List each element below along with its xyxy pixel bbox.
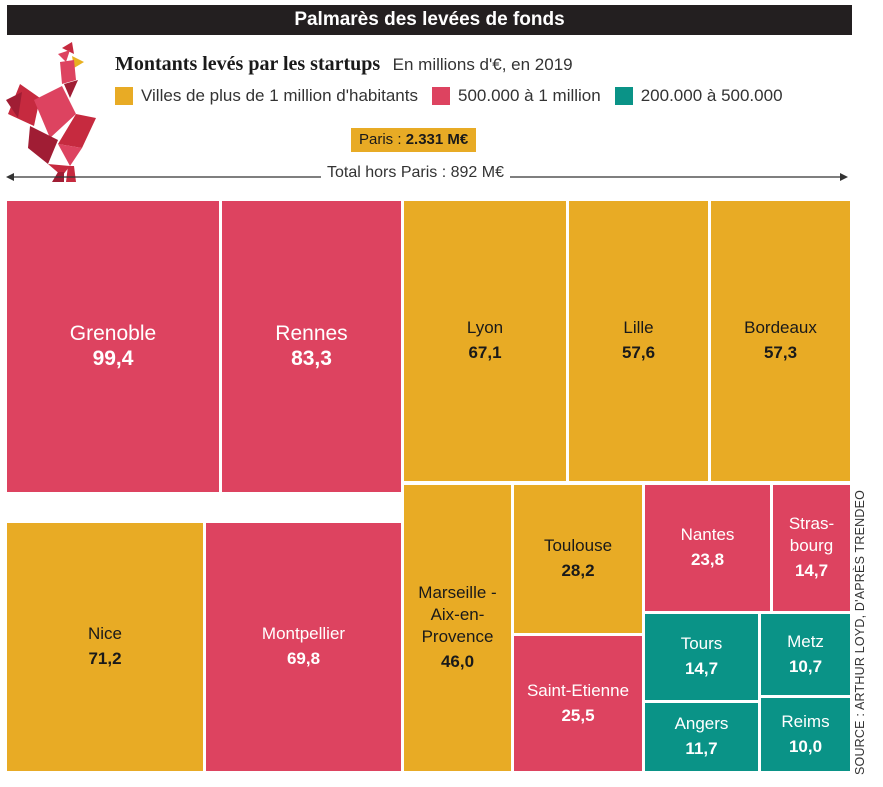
cell-value-label: 71,2 xyxy=(88,649,122,668)
cell-city-label: Montpellier xyxy=(261,624,346,643)
cell-value-label: 25,5 xyxy=(561,705,595,725)
legend-label: 500.000 à 1 million xyxy=(458,86,601,105)
legend-swatch xyxy=(432,87,450,105)
treemap-cell-rennes: Rennes 83,3 xyxy=(222,201,401,492)
treemap-cell-stras-bourg: Stras-bourg 14,7 xyxy=(773,485,850,611)
cell-value-label: 14,7 xyxy=(794,561,829,580)
treemap-cell-saint-etienne: Saint-Etienne 25,5 xyxy=(514,636,642,771)
treemap-cell-lille: Lille 57,6 xyxy=(569,201,708,481)
source-note: SOURCE : ARTHUR LOYD, D'APRÈS TRENDEO xyxy=(853,490,877,775)
legend-item-small-cities: 200.000 à 500.000 xyxy=(614,86,783,106)
cell-city-label: Bordeaux xyxy=(744,318,817,337)
treemap-cell-tours: Tours 14,7 xyxy=(645,614,758,700)
cell-city-label: Saint-Etienne xyxy=(526,680,630,700)
cell-value-label: 14,7 xyxy=(684,659,719,678)
treemap-cell-bordeaux: Bordeaux 57,3 xyxy=(711,201,850,481)
cell-value-label: 10,7 xyxy=(788,656,823,676)
cell-city-label: Metz xyxy=(787,631,824,651)
cell-city-label: Lille xyxy=(623,318,654,337)
treemap-cell-nice: Nice 71,2 xyxy=(7,523,203,771)
cell-city-label: Nice xyxy=(87,624,122,643)
legend-label: 200.000 à 500.000 xyxy=(640,86,783,105)
total-label: Total hors Paris : 892 M€ xyxy=(321,163,510,183)
treemap-cell-nantes: Nantes 23,8 xyxy=(645,485,770,611)
legend-label: Villes de plus de 1 million d'habitants xyxy=(141,86,418,105)
cell-value-label: 28,2 xyxy=(561,561,595,580)
source-text: SOURCE : ARTHUR LOYD, D'APRÈS TRENDEO xyxy=(853,489,867,775)
chart-unit: En millions d'€, en 2019 xyxy=(392,55,573,74)
cell-value-label: 83,3 xyxy=(291,346,332,370)
rooster-icon xyxy=(6,42,96,182)
cell-city-label: Stras-bourg xyxy=(788,514,835,555)
cell-value-label: 57,3 xyxy=(763,343,798,362)
treemap-cell-marseille-aix-en-provence: Marseille - Aix-en- Provence 46,0 xyxy=(404,485,511,771)
chart-title: Montants levés par les startups xyxy=(115,53,381,75)
cell-city-label: Marseille - Aix-en- Provence xyxy=(418,583,497,646)
cell-city-label: Reims xyxy=(781,711,830,731)
cell-city-label: Angers xyxy=(674,714,729,733)
legend-swatch xyxy=(115,87,133,105)
legend-swatch xyxy=(614,87,633,105)
treemap-cell-metz: Metz 10,7 xyxy=(761,614,850,695)
cell-value-label: 11,7 xyxy=(685,739,718,758)
cell-value-label: 69,8 xyxy=(286,649,321,668)
cell-city-label: Toulouse xyxy=(543,536,613,555)
treemap-cell-toulouse: Toulouse 28,2 xyxy=(514,485,642,633)
paris-amount: 2.331 M€ xyxy=(405,131,469,148)
banner-title: Palmarès des levées de fonds xyxy=(7,5,852,35)
cell-city-label: Tours xyxy=(680,634,723,653)
treemap-cell-reims: Reims 10,0 xyxy=(761,698,850,771)
cell-value-label: 57,6 xyxy=(621,343,656,362)
paris-badge: Paris : 2.331 M€ xyxy=(351,128,477,152)
cell-value-label: 46,0 xyxy=(440,652,475,671)
cell-city-label: Nantes xyxy=(680,525,735,544)
cell-city-label: Lyon xyxy=(466,318,504,337)
paris-label: Paris : xyxy=(359,131,406,148)
cell-value-label: 23,8 xyxy=(690,550,725,569)
treemap-cell-angers: Angers 11,7 xyxy=(645,703,758,771)
cell-value-label: 10,0 xyxy=(788,736,823,756)
treemap-cell-lyon: Lyon 67,1 xyxy=(404,201,566,481)
cell-city-label: Grenoble xyxy=(69,321,157,345)
legend-item-large-cities: Villes de plus de 1 million d'habitants xyxy=(115,86,418,106)
cell-value-label: 99,4 xyxy=(92,346,134,370)
cell-value-label: 67,1 xyxy=(468,343,502,362)
treemap-cell-grenoble: Grenoble 99,4 xyxy=(7,201,219,492)
legend: Villes de plus de 1 million d'habitants … xyxy=(115,86,797,106)
chart-subtitle: Montants levés par les startups En milli… xyxy=(115,53,573,76)
legend-item-medium-cities: 500.000 à 1 million xyxy=(432,86,601,106)
treemap-cell-montpellier: Montpellier 69,8 xyxy=(206,523,401,771)
cell-city-label: Rennes xyxy=(275,321,348,345)
